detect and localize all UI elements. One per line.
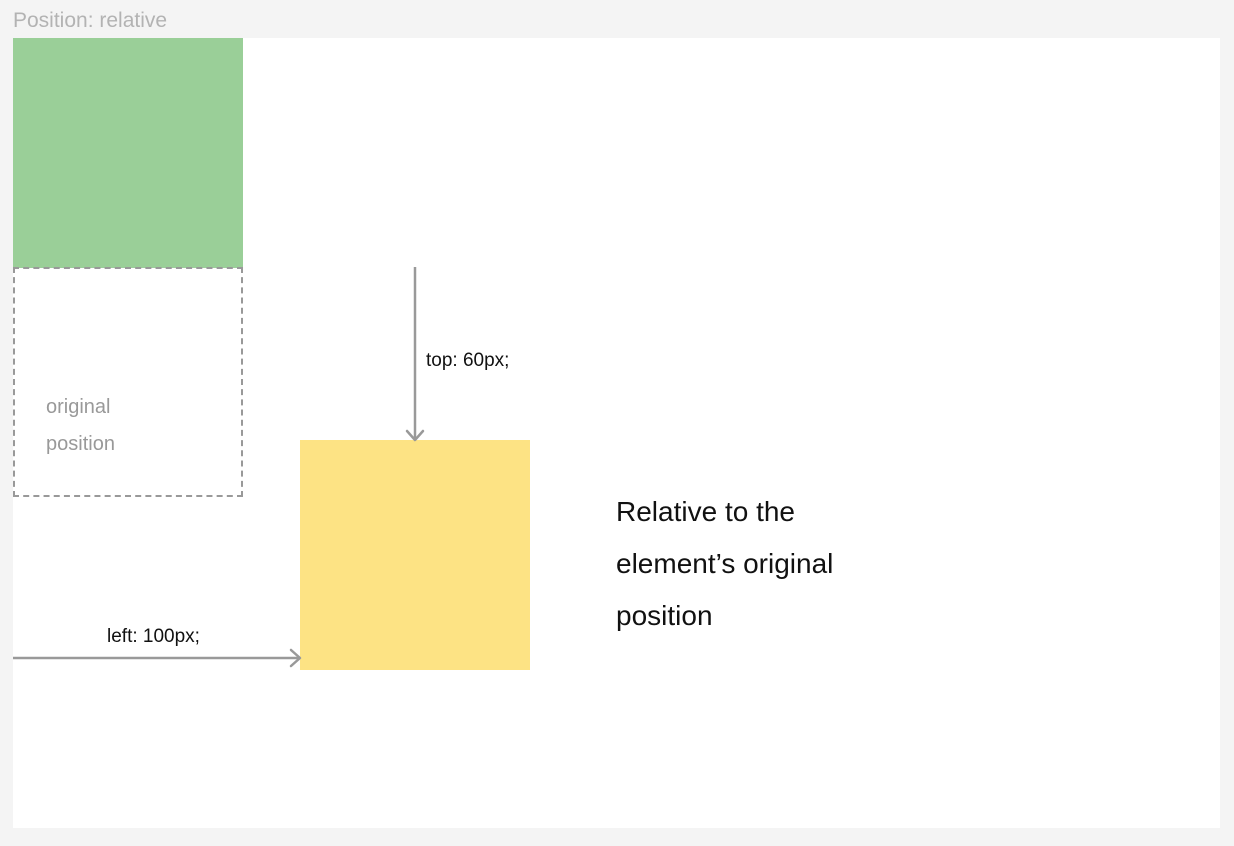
original-position-box: original position [13, 267, 243, 497]
left-offset-arrow [13, 648, 302, 668]
arrows-layer [13, 267, 425, 668]
yellow-box [300, 440, 530, 670]
caption-text: Relative to the element’s original posit… [616, 496, 834, 631]
diagram-title: Position: relative [13, 9, 168, 32]
top-offset-arrow [405, 267, 425, 442]
diagram-canvas: original position top: 60px; left: 100px… [13, 38, 1220, 828]
top-offset-label: top: 60px; [426, 350, 510, 371]
original-position-label: original position [46, 396, 115, 455]
left-offset-label: left: 100px; [107, 626, 200, 647]
green-box [13, 38, 243, 268]
